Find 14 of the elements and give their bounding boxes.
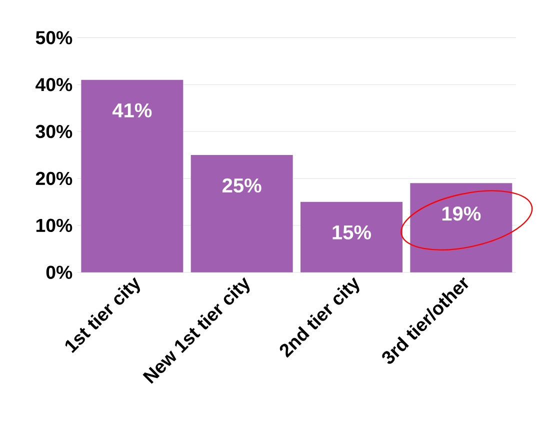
bar (81, 80, 184, 272)
y-tick-label: 10% (36, 218, 72, 232)
y-tick-label: 20% (36, 172, 72, 186)
bar (190, 155, 293, 272)
data-label: 25% (222, 178, 262, 193)
data-label: 15% (332, 225, 371, 240)
bar (410, 183, 512, 272)
data-label: 41% (112, 103, 152, 118)
y-tick-label: 40% (36, 78, 72, 92)
y-tick-label: 30% (36, 124, 72, 138)
y-tick-label: 0% (46, 266, 72, 279)
bar (300, 202, 402, 272)
y-tick-label: 50% (36, 31, 72, 44)
data-label: 19% (442, 206, 481, 221)
